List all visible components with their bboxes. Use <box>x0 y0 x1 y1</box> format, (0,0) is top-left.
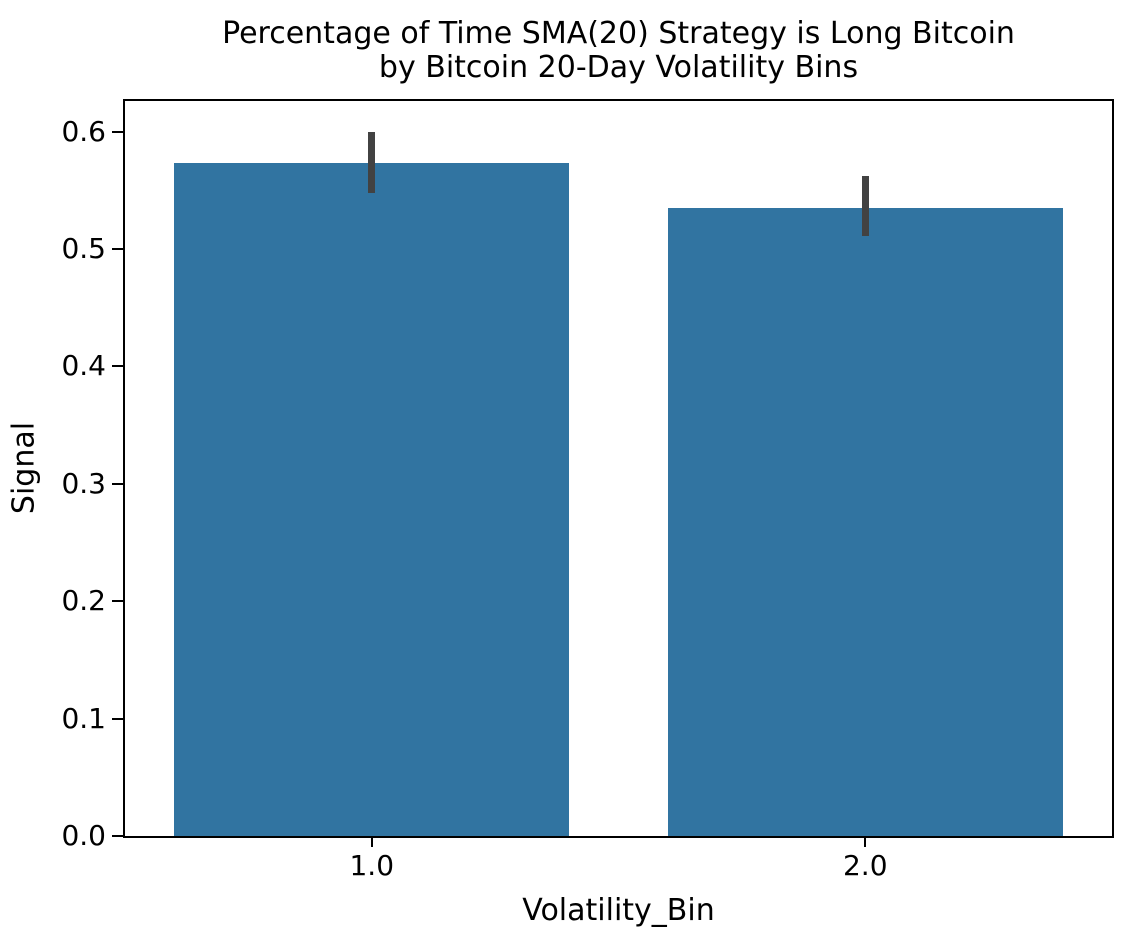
y-tick-label-0.4: 0.4 <box>61 349 106 383</box>
y-tick-mark-0.1 <box>112 717 123 720</box>
x-tick-label-1.0: 1.0 <box>349 849 395 882</box>
y-tick-mark-0.6 <box>112 130 123 133</box>
y-tick-mark-0.5 <box>112 247 123 250</box>
chart-title-line-1: Percentage of Time SMA(20) Strategy is L… <box>222 16 1015 51</box>
y-tick-label-0.6: 0.6 <box>61 114 106 148</box>
y-tick-label-0.5: 0.5 <box>61 231 106 265</box>
error-bar-1.0 <box>368 131 376 193</box>
bar-1.0 <box>174 163 570 836</box>
chart-title-line-2: by Bitcoin 20-Day Volatility Bins <box>378 50 859 85</box>
x-axis-label: Volatility_Bin <box>522 893 715 928</box>
plot-area <box>123 99 1114 838</box>
y-tick-label-0.0: 0.0 <box>61 819 106 852</box>
y-tick-mark-0.0 <box>112 835 123 837</box>
x-tick-label-2.0: 2.0 <box>842 849 888 882</box>
chart-title: Percentage of Time SMA(20) Strategy is L… <box>123 17 1114 85</box>
bar-2.0 <box>667 207 1063 836</box>
x-tick-mark-2.0 <box>864 838 867 847</box>
y-tick-label-0.1: 0.1 <box>61 701 106 735</box>
y-tick-mark-0.4 <box>112 365 123 368</box>
y-tick-label-0.2: 0.2 <box>61 584 106 618</box>
error-bar-2.0 <box>861 176 869 237</box>
y-tick-mark-0.2 <box>112 600 123 603</box>
y-tick-mark-0.3 <box>112 482 123 485</box>
y-tick-label-0.3: 0.3 <box>61 466 106 500</box>
x-tick-mark-1.0 <box>370 838 373 847</box>
